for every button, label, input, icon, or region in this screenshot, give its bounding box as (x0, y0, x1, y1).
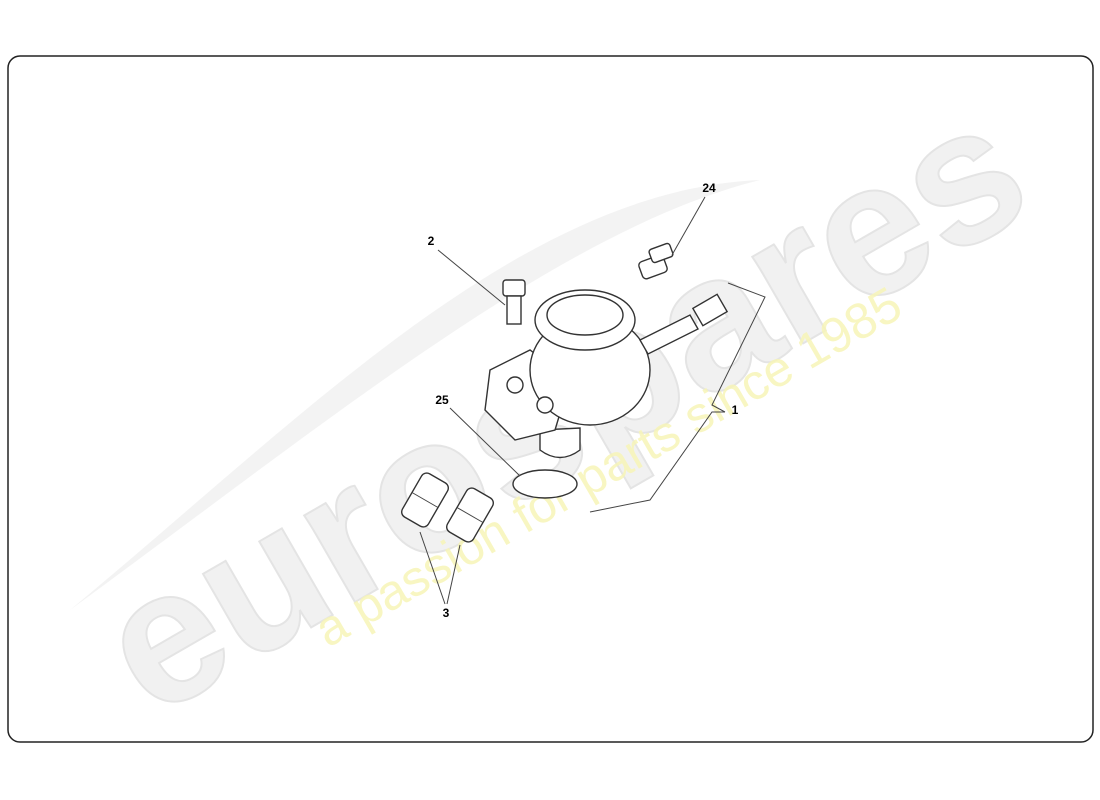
plug-24 (638, 242, 674, 280)
pump-outlet (539, 427, 581, 459)
callout-label: 1 (732, 403, 739, 417)
leader-lines (419, 196, 766, 605)
callout-label: 24 (702, 181, 716, 195)
fitting (446, 487, 494, 543)
pump-plug (691, 293, 729, 327)
o-ring (512, 469, 578, 499)
bolt-hole (536, 396, 554, 414)
callout-label: 3 (443, 606, 450, 620)
callout-label: 25 (435, 393, 449, 407)
bolt-hole (506, 376, 524, 394)
callout-label: 2 (428, 234, 435, 248)
fitting (401, 472, 449, 528)
pump-cap (546, 294, 624, 336)
bolt (502, 279, 526, 325)
pump (484, 289, 729, 459)
pump-connector (639, 314, 699, 355)
